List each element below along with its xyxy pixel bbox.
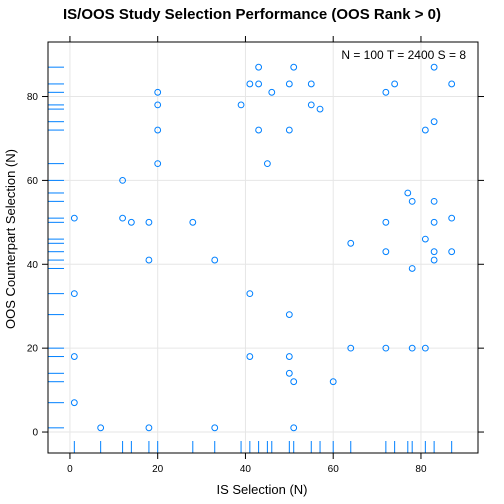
data-point-46 [404, 189, 412, 197]
data-point-44 [382, 344, 390, 352]
data-point-18 [237, 101, 245, 109]
data-point-49 [408, 344, 416, 352]
data-point-26 [268, 88, 276, 96]
data-point-23 [255, 80, 263, 88]
data-point-56 [430, 218, 438, 226]
data-point-59 [448, 80, 456, 88]
data-point-3 [70, 399, 78, 407]
data-point-48 [408, 265, 416, 272]
y-tick-label-20: 20 [27, 344, 39, 355]
data-point-27 [285, 80, 293, 88]
x-tick-label-80: 80 [415, 464, 427, 475]
data-point-1 [70, 290, 78, 298]
data-point-12 [154, 101, 162, 109]
data-point-31 [285, 369, 293, 377]
data-point-60 [448, 214, 456, 222]
data-point-8 [145, 218, 153, 226]
x-axis-label: IS Selection (N) [216, 482, 307, 497]
x-tick-label-40: 40 [240, 464, 252, 475]
data-point-54 [430, 118, 438, 126]
data-point-14 [154, 160, 162, 168]
data-point-25 [263, 160, 271, 168]
data-point-43 [382, 248, 390, 256]
y-axis-label: OOS Counterpart Selection (N) [3, 149, 18, 329]
grid-lines [48, 42, 478, 453]
data-point-21 [246, 353, 254, 360]
data-point-4 [97, 424, 105, 432]
y-tick-label-0: 0 [32, 428, 38, 439]
data-point-36 [307, 101, 315, 109]
rug-marks [48, 66, 453, 453]
data-point-9 [145, 256, 153, 264]
y-tick-label-40: 40 [27, 260, 39, 271]
data-point-15 [189, 218, 197, 226]
x-tick-label-0: 0 [67, 464, 73, 475]
data-point-53 [430, 63, 438, 71]
data-point-13 [154, 126, 162, 134]
data-point-30 [285, 353, 293, 360]
data-point-5 [119, 176, 126, 184]
data-point-58 [430, 256, 438, 264]
data-point-33 [290, 378, 298, 386]
plot-frame [47, 41, 479, 454]
data-point-61 [448, 248, 456, 256]
data-point-47 [408, 197, 416, 205]
stats-annotation: N = 100 T = 2400 S = 8 [341, 48, 466, 62]
data-point-20 [246, 290, 254, 298]
data-point-29 [285, 311, 293, 319]
data-point-52 [421, 344, 429, 352]
x-tick-label-20: 20 [152, 464, 164, 475]
data-point-38 [329, 378, 337, 386]
data-point-57 [430, 248, 438, 256]
data-point-50 [421, 126, 429, 134]
data-point-2 [70, 353, 78, 360]
data-point-7 [127, 218, 135, 226]
x-tick-label-60: 60 [328, 464, 340, 475]
data-point-6 [119, 214, 126, 222]
data-point-28 [285, 126, 293, 134]
data-point-35 [307, 80, 315, 88]
data-point-11 [154, 88, 162, 96]
y-tick-label-80: 80 [27, 92, 39, 103]
data-point-51 [421, 235, 429, 243]
data-point-22 [255, 63, 263, 71]
data-point-41 [382, 88, 390, 96]
data-point-16 [211, 256, 219, 264]
data-point-24 [255, 126, 263, 134]
data-point-34 [290, 424, 298, 432]
chart-title: IS/OOS Study Selection Performance (OOS … [63, 6, 441, 23]
data-point-40 [347, 344, 355, 352]
data-point-10 [145, 424, 153, 432]
data-point-19 [246, 80, 254, 88]
data-point-37 [316, 105, 324, 113]
data-point-17 [211, 424, 219, 432]
data-point-55 [430, 197, 438, 205]
data-point-45 [391, 80, 399, 88]
data-point-32 [290, 63, 298, 71]
data-points [70, 63, 456, 432]
data-point-42 [382, 218, 390, 226]
data-point-0 [70, 214, 78, 222]
data-point-39 [347, 239, 355, 247]
y-tick-label-60: 60 [27, 176, 39, 187]
axis-ticks: 0 20 40 60 80 0 20 40 60 80 [27, 36, 484, 475]
